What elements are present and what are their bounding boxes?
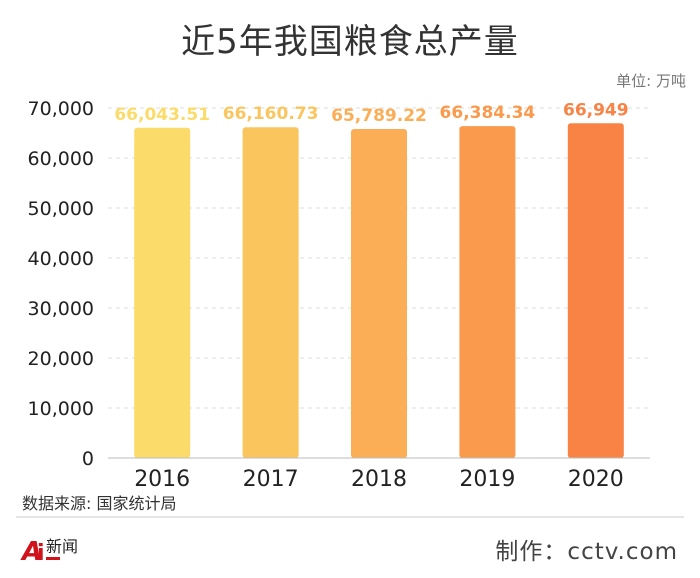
- bar-2017: [242, 127, 299, 458]
- x-tick-label: 2016: [134, 467, 190, 492]
- chart-title: 近5年我国粮食总产量: [181, 22, 519, 62]
- y-tick-label: 30,000: [28, 298, 94, 320]
- bar-2016: [134, 127, 191, 459]
- y-tick-label: 20,000: [28, 348, 94, 370]
- value-label-2018: 65,789.22: [331, 106, 427, 126]
- x-tick-label: 2017: [243, 467, 299, 492]
- svg-text:i: i: [37, 541, 45, 566]
- bar-2020: [567, 123, 624, 458]
- y-tick-label: 0: [82, 448, 94, 470]
- x-tick-label: 2018: [351, 467, 407, 492]
- x-axis-ticks: 2016 2017 2018 2019 2020: [134, 467, 624, 492]
- credit-text: 制作：cctv.com: [495, 539, 678, 565]
- bar-2018: [351, 129, 407, 458]
- ai-news-logo: A i 新闻: [20, 537, 78, 567]
- grid-lines: [108, 107, 650, 409]
- bar-2019: [459, 126, 516, 458]
- value-label-2019: 66,384.34: [440, 103, 536, 123]
- y-tick-label: 70,000: [28, 98, 94, 120]
- y-tick-label: 40,000: [28, 248, 94, 270]
- y-tick-label: 10,000: [28, 398, 94, 420]
- value-label-2016: 66,043.51: [114, 105, 210, 125]
- footer-divider: [16, 516, 684, 518]
- x-tick-label: 2020: [568, 467, 624, 492]
- svg-text:新闻: 新闻: [46, 537, 78, 556]
- y-tick-label: 60,000: [28, 148, 94, 170]
- value-labels: 66,043.51 66,160.73 65,789.22 66,384.34 66,9…: [114, 100, 628, 126]
- svg-text:A: A: [20, 537, 42, 567]
- unit-label: 单位: 万吨: [616, 72, 686, 90]
- y-tick-label: 50,000: [28, 198, 94, 220]
- value-label-2020: 66,949: [563, 100, 629, 120]
- y-axis-ticks: 0 10,000 20,000 30,000 40,000 50,000 60,000 70,…: [28, 98, 94, 470]
- bars: [134, 123, 624, 459]
- value-label-2017: 66,160.73: [223, 104, 319, 124]
- x-tick-label: 2019: [459, 467, 515, 492]
- data-source: 数据来源: 国家统计局: [22, 494, 177, 513]
